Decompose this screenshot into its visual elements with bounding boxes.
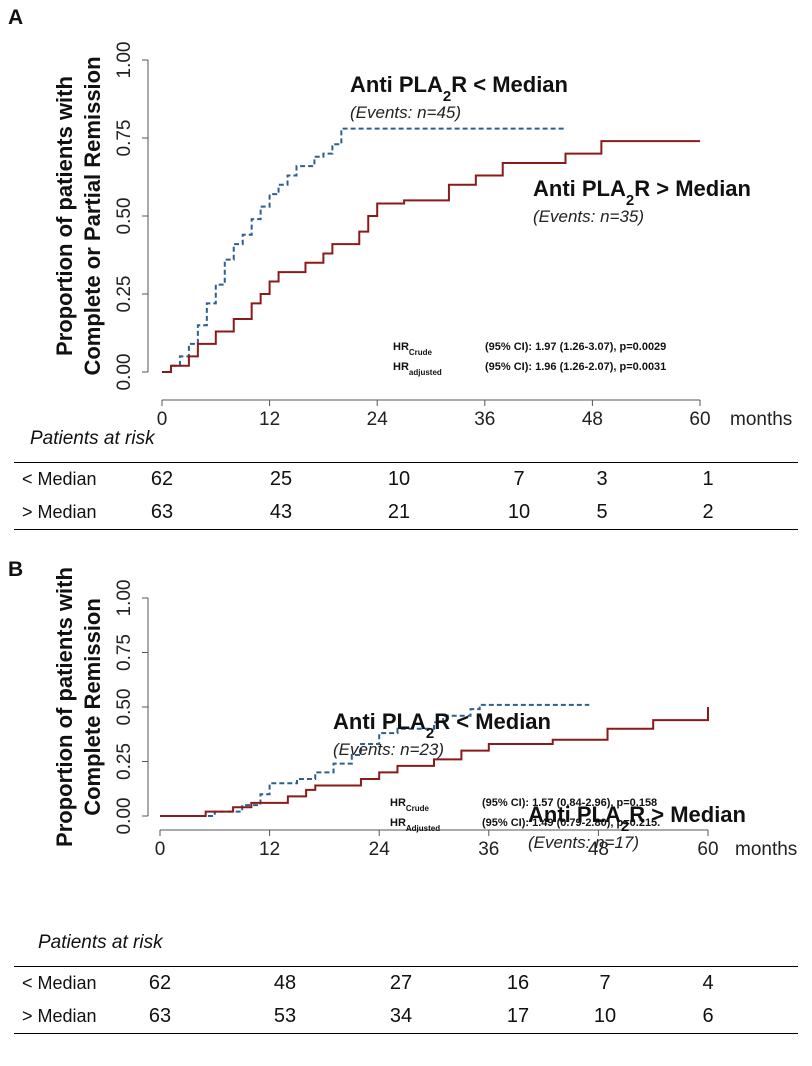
y-tick-label: 0.75 bbox=[114, 634, 135, 671]
risk-table-title: Patients at risk bbox=[38, 932, 163, 953]
risk-count-cell: 2 bbox=[702, 501, 714, 523]
y-axis-label: Proportion of patients with bbox=[52, 76, 77, 356]
y-tick-label: 0.25 bbox=[114, 276, 135, 313]
risk-count-cell: 10 bbox=[387, 468, 411, 490]
risk-count-cell: 7 bbox=[513, 468, 525, 490]
risk-count-cell: 53 bbox=[273, 1005, 297, 1027]
series-annotation-title: Anti PLA2R > Median bbox=[528, 802, 746, 835]
x-tick-label: 24 bbox=[367, 409, 389, 430]
risk-table-row: < Median 62 48 27 16 7 4 bbox=[14, 967, 798, 1000]
risk-table-row: < Median 62 25 10 7 3 1 bbox=[14, 463, 798, 496]
risk-count-cell: 17 bbox=[506, 1005, 530, 1027]
hazard-ratio-label: HRCrude bbox=[393, 341, 433, 357]
x-tick-label: 60 bbox=[689, 409, 710, 430]
series-annotation-title: Anti PLA2R < Median bbox=[350, 72, 568, 105]
x-tick-label: 48 bbox=[588, 839, 609, 860]
risk-count-cell: 5 bbox=[596, 501, 608, 523]
series-line-above-median bbox=[160, 707, 709, 817]
risk-row-label: > Median bbox=[22, 1006, 97, 1026]
risk-row-label: > Median bbox=[22, 502, 97, 522]
panel-b: B 0.00 0.25 0.50 0.75 1.00 0 12 24 36 48 60 months P… bbox=[0, 552, 812, 1066]
hazard-ratio-value: (95% CI): 1.97 (1.26-3.07), p=0.0029 bbox=[485, 341, 666, 353]
risk-count-cell: 63 bbox=[148, 1005, 172, 1027]
y-tick-label: 0.75 bbox=[114, 120, 135, 157]
risk-count-cell: 16 bbox=[506, 972, 530, 994]
series-annotation-title: Anti PLA2R < Median bbox=[333, 709, 551, 742]
risk-count-cell: 25 bbox=[269, 468, 293, 490]
x-tick-label: 12 bbox=[259, 839, 280, 860]
x-unit-label: months bbox=[730, 409, 792, 430]
x-tick-label: 36 bbox=[478, 839, 499, 860]
y-tick-label: 0.50 bbox=[114, 198, 135, 235]
series-line-above-median bbox=[162, 140, 700, 373]
y-axis-label: Complete or Partial Remission bbox=[80, 56, 105, 375]
x-tick-label: 60 bbox=[697, 839, 718, 860]
hazard-ratio-label: HRadjusted bbox=[393, 361, 442, 377]
x-tick-label: 12 bbox=[259, 409, 280, 430]
series-annotation-events: (Events: n=23) bbox=[333, 740, 444, 759]
risk-count-cell: 62 bbox=[148, 972, 172, 994]
risk-count-cell: 34 bbox=[389, 1005, 413, 1027]
risk-row-label: < Median bbox=[22, 973, 97, 993]
y-tick-label: 0.50 bbox=[114, 689, 135, 726]
risk-count-cell: 27 bbox=[389, 972, 413, 994]
risk-count-cell: 1 bbox=[702, 468, 714, 490]
hazard-ratio-label: HRCrude bbox=[390, 797, 430, 813]
risk-table-a: < Median 62 25 10 7 3 1 > Median 63 43 21 10 5 2 bbox=[14, 462, 798, 530]
risk-count-cell: 7 bbox=[599, 972, 611, 994]
x-tick-label: 0 bbox=[155, 839, 166, 860]
risk-row-label: < Median bbox=[22, 469, 97, 489]
panel-a: A 0.00 0.25 0.50 0.75 1.00 0 12 24 36 48 60 months P… bbox=[8, 6, 798, 530]
risk-count-cell: 6 bbox=[702, 1005, 714, 1027]
x-unit-label: months bbox=[735, 839, 797, 860]
hazard-ratio-value: (95% CI): 1.96 (1.26-2.07), p=0.0031 bbox=[485, 361, 666, 373]
hazard-ratio-label: HRAdjusted bbox=[390, 817, 440, 833]
risk-count-cell: 21 bbox=[387, 501, 411, 523]
y-tick-label: 0.25 bbox=[114, 743, 135, 780]
y-axis-label: Complete Remission bbox=[80, 598, 105, 816]
series-line-below-median bbox=[162, 127, 566, 373]
risk-table-row: > Median 63 43 21 10 5 2 bbox=[14, 496, 798, 529]
risk-count-cell: 48 bbox=[273, 972, 297, 994]
y-tick-label: 1.00 bbox=[114, 580, 135, 617]
km-plot-b: 0.00 0.25 0.50 0.75 1.00 0 12 24 36 48 60 months Pro… bbox=[52, 567, 797, 860]
series-annotation-events: (Events: n=35) bbox=[533, 207, 644, 226]
y-tick-label: 1.00 bbox=[114, 42, 135, 79]
km-plot-a: 0.00 0.25 0.50 0.75 1.00 0 12 24 36 48 60 months Pro… bbox=[52, 42, 792, 430]
risk-table-row: > Median 63 53 34 17 10 6 bbox=[14, 1000, 798, 1033]
hazard-ratio-value: (95% CI): 1.49 (0.79-2.80), p=0.215. bbox=[482, 817, 660, 829]
y-tick-label: 0.00 bbox=[114, 354, 135, 391]
risk-table-b: < Median 62 48 27 16 7 4 > Median 63 53 34 17 10 6 bbox=[14, 966, 798, 1034]
risk-count-cell: 10 bbox=[507, 501, 531, 523]
risk-count-cell: 4 bbox=[702, 972, 714, 994]
x-tick-label: 36 bbox=[474, 409, 495, 430]
hazard-ratio-value: (95% CI): 1.57 (0.84-2.96), p=0.158 bbox=[482, 797, 657, 809]
risk-table-title: Patients at risk bbox=[30, 428, 155, 449]
series-annotation-title: Anti PLA2R > Median bbox=[533, 176, 751, 209]
risk-count-cell: 43 bbox=[269, 501, 293, 523]
x-tick-label: 48 bbox=[582, 409, 603, 430]
panel-letter: A bbox=[8, 6, 24, 29]
risk-count-cell: 63 bbox=[150, 501, 174, 523]
risk-count-cell: 10 bbox=[593, 1005, 617, 1027]
series-line-below-median bbox=[160, 703, 590, 817]
risk-count-cell: 3 bbox=[596, 468, 608, 490]
risk-count-cell: 62 bbox=[150, 468, 174, 490]
y-tick-label: 0.00 bbox=[114, 798, 135, 835]
panel-letter: B bbox=[8, 558, 24, 581]
y-axis-label: Proportion of patients with bbox=[52, 567, 77, 847]
x-tick-label: 24 bbox=[369, 839, 391, 860]
series-annotation-events: (Events: n=17) bbox=[528, 833, 639, 852]
series-annotation-events: (Events: n=45) bbox=[350, 103, 461, 122]
x-tick-label: 0 bbox=[157, 409, 168, 430]
